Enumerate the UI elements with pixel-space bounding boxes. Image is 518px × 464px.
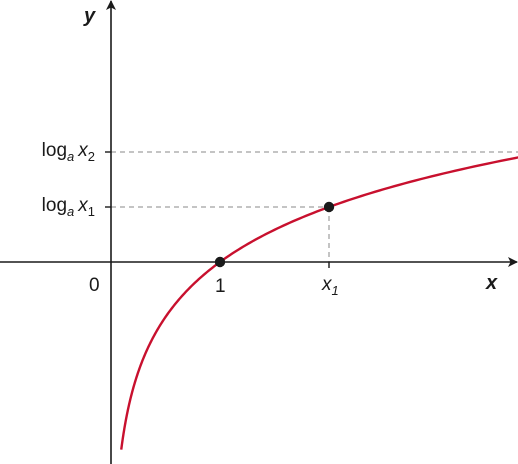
log-curve — [120, 156, 518, 450]
y-axis-label: y — [83, 5, 96, 27]
y-tick-label-log-x1: loga x1 — [42, 195, 95, 219]
axis-ticks — [105, 151, 330, 268]
curve-point-2 — [323, 201, 335, 213]
y-tick-label-log-x2: loga x2 — [42, 140, 95, 164]
marked-points — [214, 201, 335, 268]
x-axis-label: x — [485, 272, 498, 294]
curve-point-1 — [214, 256, 226, 268]
x-tick-label-1: 1 — [215, 276, 226, 297]
origin-label: 0 — [89, 275, 100, 296]
x-tick-label-x1: x1 — [321, 274, 339, 298]
guide-lines — [111, 151, 518, 262]
